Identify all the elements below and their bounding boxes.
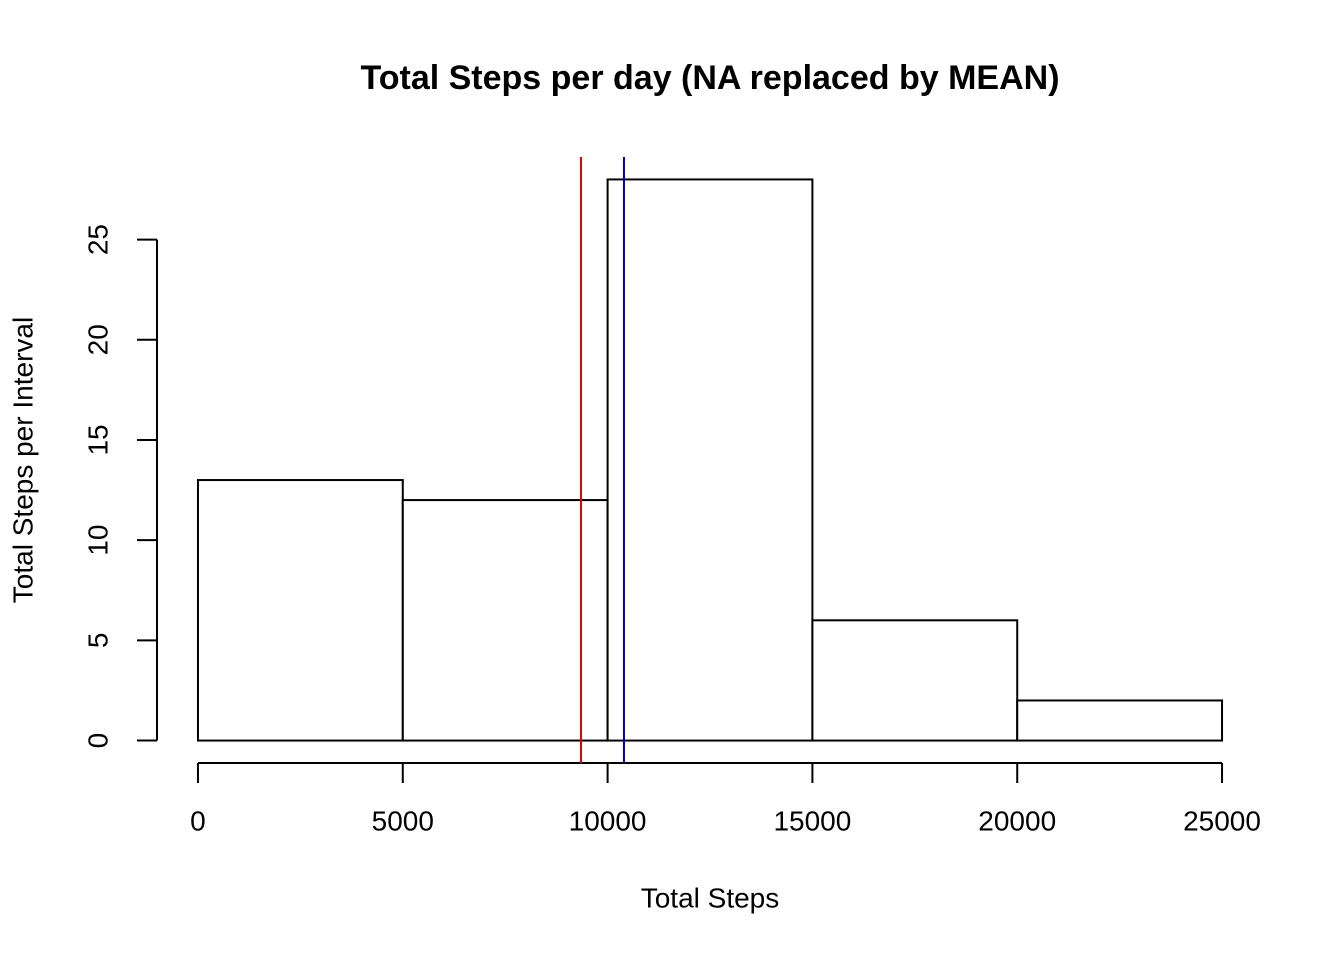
x-tick-label: 0 [190, 805, 206, 836]
bar [606, 178, 814, 742]
y-tick-label: 20 [82, 324, 113, 355]
y-tick-label: 0 [82, 733, 113, 749]
y-tick-label: 10 [82, 525, 113, 556]
y-tick-label: 25 [82, 224, 113, 255]
x-axis-label: Total Steps [641, 882, 780, 913]
y-tick-label: 5 [82, 633, 113, 649]
bar [1016, 699, 1224, 742]
x-tick-label: 15000 [773, 805, 851, 836]
x-tick-label: 5000 [372, 805, 434, 836]
y-axis-label: Total Steps per Interval [7, 317, 38, 603]
x-tick-label: 10000 [569, 805, 647, 836]
bar [811, 619, 1019, 742]
x-tick-label: 25000 [1183, 805, 1261, 836]
x-tick-label: 20000 [978, 805, 1056, 836]
bar [401, 499, 609, 742]
y-tick-label: 15 [82, 424, 113, 455]
bar [196, 479, 404, 742]
chart-title: Total Steps per day (NA replaced by MEAN… [360, 59, 1059, 97]
